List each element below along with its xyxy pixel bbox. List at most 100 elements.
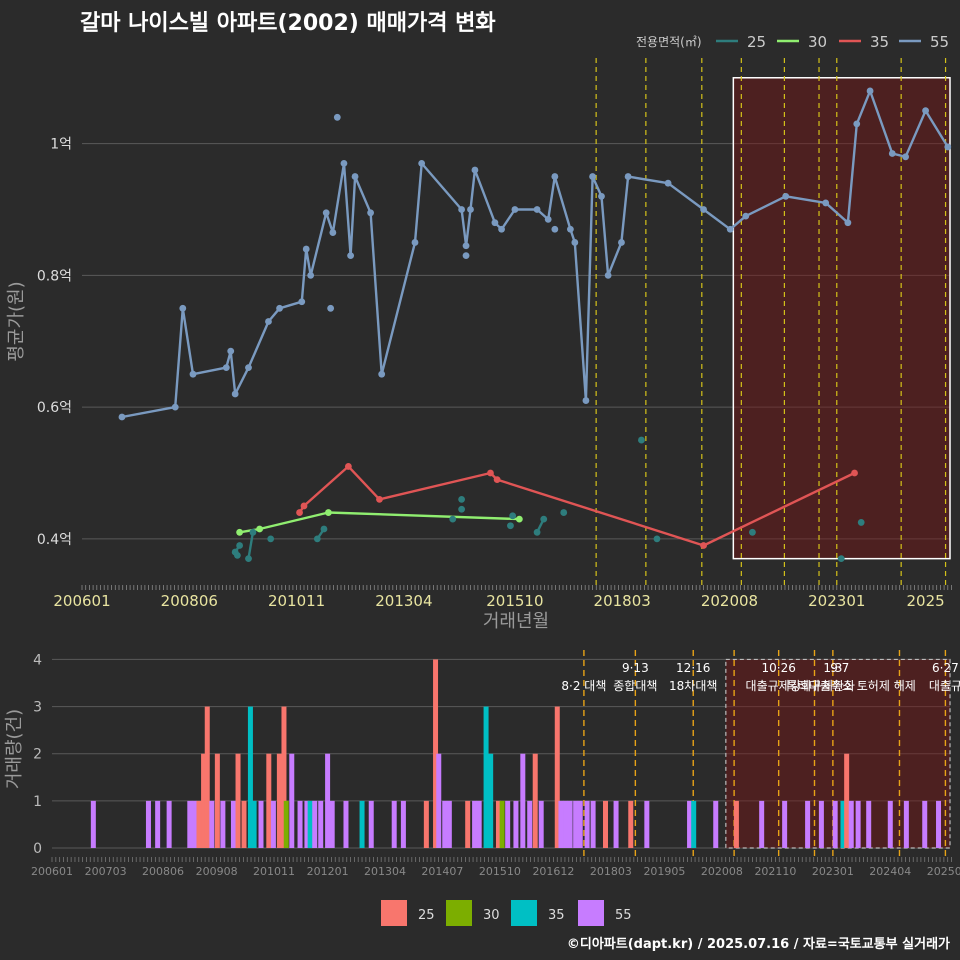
data-point-35 [493, 476, 501, 483]
volume-bar-55 [903, 800, 909, 848]
data-point-55 [742, 212, 750, 220]
data-point-25 [458, 495, 466, 503]
volume-bar-25 [266, 753, 272, 848]
policy-label-name: 종합대책 [613, 678, 657, 693]
volume-bar-55 [166, 800, 172, 848]
data-point-55 [888, 150, 896, 157]
x-tick-label: 201304 [364, 865, 406, 878]
legend-bottom: 25 30 35 55 [381, 900, 632, 926]
volume-bar-55 [391, 800, 397, 848]
volume-bar-55 [584, 800, 590, 848]
legend-bottom-swatch-55 [578, 900, 604, 926]
volume-bar-35 [247, 706, 253, 848]
volume-bar-25 [281, 706, 287, 848]
data-point-35 [700, 542, 707, 549]
policy-label-date: 9·7 [830, 661, 849, 675]
data-point-55 [462, 242, 470, 250]
volume-bar-55 [855, 800, 861, 848]
data-point-30 [236, 528, 244, 536]
volume-bar-25 [554, 706, 560, 848]
volume-bar-25 [733, 800, 739, 848]
volume-bar-55 [687, 800, 693, 848]
y-tick-label: 0.6억 [37, 400, 72, 416]
volume-bar-55 [644, 800, 650, 848]
volume-bar-55 [329, 800, 335, 848]
volume-bar-55 [805, 800, 811, 848]
y-tick-label: 1억 [50, 137, 72, 153]
data-point-55 [922, 107, 929, 115]
x-tick-label: 202110 [754, 865, 796, 878]
y-tick-label: 0 [33, 841, 42, 857]
volume-bar-25 [465, 800, 471, 848]
volume-bar-25 [214, 753, 220, 848]
data-point-25 [245, 555, 252, 563]
volume-bar-25 [602, 800, 608, 848]
data-point-55 [533, 206, 541, 213]
data-point-35 [300, 502, 308, 510]
data-point-25 [749, 528, 756, 536]
legend-top-label-35: 35 [870, 33, 889, 51]
volume-bar-35 [251, 800, 257, 848]
policy-label-date: 12·16 [676, 661, 710, 675]
data-point-55 [189, 370, 197, 378]
price-chart: 0.4억 0.6억 0.8억 1억 200601 200806 201011 201304 20… [6, 58, 952, 632]
x-tick-label: 201803 [590, 865, 632, 878]
x-tick-label: 201510 [486, 592, 543, 610]
volume-bar-55 [436, 753, 442, 848]
volume-bar-55 [304, 800, 310, 848]
data-point-35 [376, 495, 383, 503]
data-point-55 [589, 173, 596, 180]
x-tick-label: 202404 [869, 865, 911, 878]
volume-bar-55 [270, 800, 276, 848]
data-point-55 [822, 199, 830, 207]
volume-bar-55 [613, 800, 619, 848]
x-tick-label: 200601 [53, 592, 110, 610]
data-point-55 [171, 403, 179, 411]
data-point-55 [498, 225, 505, 233]
y-tick-label: 4 [33, 652, 42, 668]
data-point-25 [236, 542, 244, 549]
volume-bar-55 [558, 800, 564, 848]
y-tick-label: 1 [33, 794, 42, 810]
data-point-25 [249, 528, 257, 536]
policy-label-name: 대출규 [929, 679, 960, 693]
data-point-55 [302, 245, 310, 253]
volume-bar-25 [196, 800, 202, 848]
volume-bar-55 [832, 800, 838, 848]
volume-bar-25 [204, 706, 210, 848]
volume-bar-55 [90, 800, 96, 848]
volume-bar-55 [297, 800, 303, 848]
data-point-35 [296, 509, 303, 516]
volume-bar-55 [400, 800, 406, 848]
legend-bottom-swatch-25 [381, 900, 407, 926]
data-point-55 [462, 252, 470, 260]
data-point-55 [471, 166, 479, 174]
volume-chart: 0 1 2 3 4 8·2 대책 9·13 종합대책 12·16 18차대책 10·26 대출규제강화… [4, 650, 960, 878]
policy-label-date: 9·13 [622, 661, 649, 675]
volume-bar-55 [318, 800, 324, 848]
data-point-55 [322, 209, 330, 217]
volume-bar-55 [936, 800, 942, 848]
data-point-25 [233, 551, 241, 559]
data-point-55 [329, 229, 337, 236]
legend-bottom-swatch-35 [511, 900, 537, 926]
data-point-55 [902, 153, 910, 161]
x-tick-label: 201407 [421, 865, 463, 878]
data-point-55 [551, 173, 559, 180]
data-point-55 [598, 192, 605, 200]
volume-bar-55 [258, 800, 264, 848]
series-line-30 [239, 511, 520, 534]
x-tick-label: 202507 [927, 865, 960, 878]
x-tick-label: 201201 [307, 865, 349, 878]
volume-bar-55 [187, 800, 193, 848]
data-point-25 [507, 522, 514, 530]
data-point-35 [487, 469, 494, 477]
legend-bottom-label-25: 25 [418, 908, 435, 923]
series-line-25 [247, 532, 255, 559]
data-point-55 [782, 192, 790, 200]
volume-bar-55 [563, 800, 569, 848]
x-axis-title: 거래년월 [483, 611, 549, 632]
volume-bar-25 [241, 800, 247, 848]
volume-bar-55 [312, 800, 318, 848]
data-point-25 [509, 512, 517, 520]
